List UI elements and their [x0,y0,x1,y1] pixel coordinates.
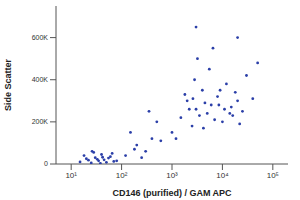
svg-text:200K: 200K [32,118,49,125]
svg-text:10¹: 10¹ [65,171,77,180]
svg-text:10⁴: 10⁴ [216,171,229,180]
svg-text:600K: 600K [32,34,49,41]
svg-text:10⁵: 10⁵ [267,171,279,180]
svg-text:0: 0 [44,160,48,167]
svg-text:10³: 10³ [166,171,178,180]
svg-text:400K: 400K [32,76,49,83]
svg-text:10²: 10² [116,171,128,180]
svg-text:Side Scatter: Side Scatter [8,58,13,111]
svg-text:CD146 (purified) / GAM APC: CD146 (purified) / GAM APC [112,188,232,198]
